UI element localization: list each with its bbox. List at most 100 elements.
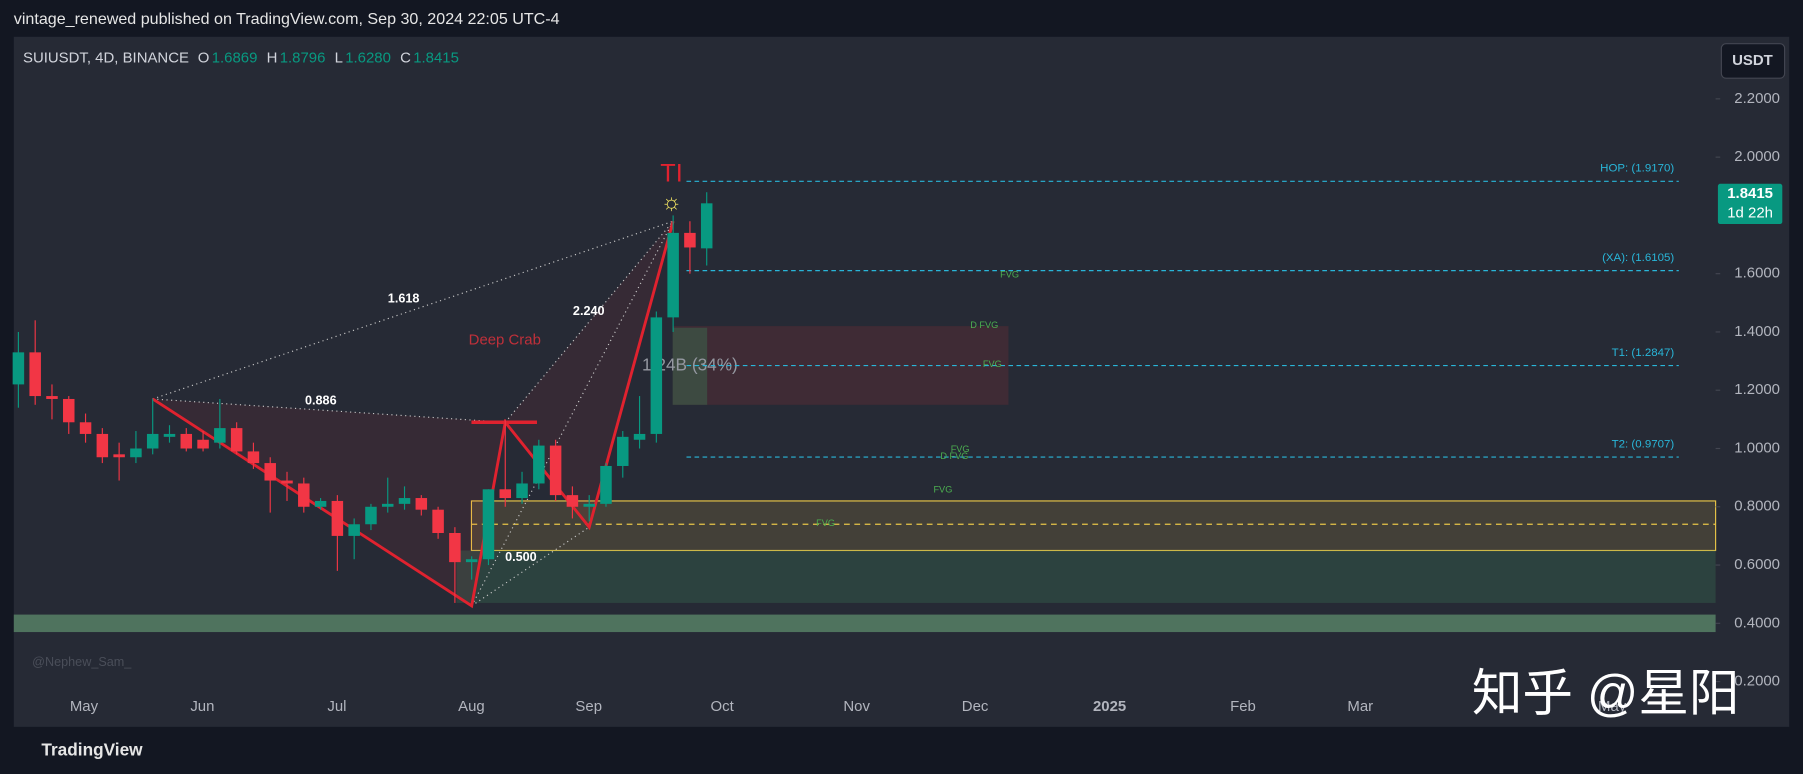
pattern-name: Deep Crab [469, 331, 541, 348]
candle-body [482, 489, 495, 560]
sun-icon: ☼ [661, 189, 682, 215]
ohlc-key: C [400, 50, 411, 67]
candle-body [247, 451, 260, 464]
volume-label: 1.24B (34%) [642, 354, 738, 374]
pattern-dotted [152, 398, 506, 423]
symbol-title: SUIUSDT, 4D, BINANCE [23, 50, 189, 67]
candle-body [633, 433, 646, 440]
last-price-label: 1.8415 [1727, 185, 1773, 202]
candle-body [264, 463, 276, 481]
pattern-ratio: 0.500 [505, 550, 537, 564]
y-tick-label: 0.8000 [1734, 498, 1780, 515]
chart-panel [13, 36, 1790, 727]
currency-button[interactable] [1720, 43, 1786, 79]
pattern-ratio: 1.618 [388, 291, 420, 305]
y-tick-label: 0.4000 [1734, 614, 1780, 631]
candle-body [566, 495, 579, 507]
zone [13, 614, 1716, 633]
fvg-label: D FVG [970, 320, 998, 330]
x-tick-label: Sep [575, 698, 602, 715]
candle-body [415, 498, 428, 510]
target-label: (XA): (1.6105) [1602, 252, 1674, 264]
pattern-marker: TI [660, 159, 682, 187]
pattern-fill [505, 221, 674, 528]
x-tick-label: Mar [1347, 698, 1373, 715]
candle-body [314, 500, 327, 507]
x-tick-label: Jul [327, 698, 346, 715]
candle-body [230, 428, 243, 452]
x-tick-label: May [1598, 698, 1627, 715]
candle-body [398, 498, 411, 504]
author-tag: @Nephew_Sam_ [32, 655, 132, 669]
candle-body [650, 317, 663, 434]
candle-body [79, 422, 92, 434]
bar-countdown: 1d 22h [1727, 205, 1773, 222]
x-tick-label: Aug [458, 698, 485, 715]
fvg-label: FVG [983, 359, 1002, 369]
y-tick-label: 1.2000 [1734, 381, 1780, 398]
candle-body [365, 506, 377, 525]
candle-body [29, 352, 41, 397]
pattern-dotted [471, 526, 590, 607]
candle-body [684, 232, 696, 248]
x-tick-label: Dec [962, 698, 989, 715]
candle-body [583, 503, 595, 507]
candle-body [180, 433, 193, 449]
watermark: 知乎 @星阳 [1472, 664, 1740, 721]
fvg-label: D FVG [940, 451, 968, 461]
candle-body [516, 483, 528, 499]
candle-body [197, 439, 209, 449]
candle-body [617, 436, 629, 466]
candle-body [667, 232, 679, 318]
ohlc-value: 1.6869 [212, 50, 258, 67]
ohlc-value: 1.6280 [345, 50, 391, 67]
y-tick-label: 0.2000 [1734, 673, 1780, 690]
candle-body [63, 398, 75, 423]
candle-body [499, 489, 512, 499]
x-tick-label: May [70, 698, 99, 715]
candle-body [12, 352, 25, 385]
target-label: T1: (1.2847) [1612, 347, 1675, 359]
candle-body [46, 396, 58, 399]
candle-body [281, 480, 293, 484]
currency-label[interactable]: USDT [1732, 52, 1773, 69]
x-tick-label: Nov [843, 698, 870, 715]
ohlc-key: H [267, 50, 278, 67]
pattern-ratio: 0.886 [305, 394, 337, 408]
zone [470, 500, 1717, 552]
candle-body [96, 433, 109, 458]
ohlc-value: 1.8415 [413, 50, 459, 67]
target-label: HOP: (1.9170) [1600, 163, 1674, 175]
x-tick-label: 2025 [1093, 698, 1126, 715]
y-tick-label: 1.0000 [1734, 439, 1780, 456]
y-tick-label: 2.0000 [1734, 148, 1780, 165]
candle-body [113, 454, 125, 458]
y-tick-label: 1.4000 [1734, 323, 1780, 340]
candle-body [331, 500, 344, 536]
candle-body [432, 509, 444, 533]
fvg-label: FVG [1000, 269, 1019, 279]
ohlc-key: L [335, 50, 343, 67]
y-tick-label: 0.6000 [1734, 556, 1780, 573]
candle-body [163, 433, 176, 437]
publish-header: vintage_renewed published on TradingView… [14, 10, 560, 28]
candle-body [700, 203, 713, 249]
candle-body [214, 428, 226, 443]
zone [456, 550, 1716, 603]
fvg-label: FVG [816, 518, 835, 528]
candle-body [533, 445, 545, 484]
x-tick-label: Oct [710, 698, 734, 715]
brand-name: TradingView [41, 740, 143, 760]
candle-body [549, 445, 562, 496]
candle-body [449, 532, 461, 563]
candle-body [465, 559, 478, 563]
candle-body [381, 503, 394, 507]
volume-box [672, 327, 708, 405]
pattern-dotted [471, 220, 674, 607]
fvg-label: FVG [951, 444, 970, 454]
y-tick-label: 1.6000 [1734, 265, 1780, 282]
last-price-tag [1717, 183, 1783, 225]
x-tick-label: Feb [1230, 698, 1256, 715]
candle-body [600, 465, 612, 504]
